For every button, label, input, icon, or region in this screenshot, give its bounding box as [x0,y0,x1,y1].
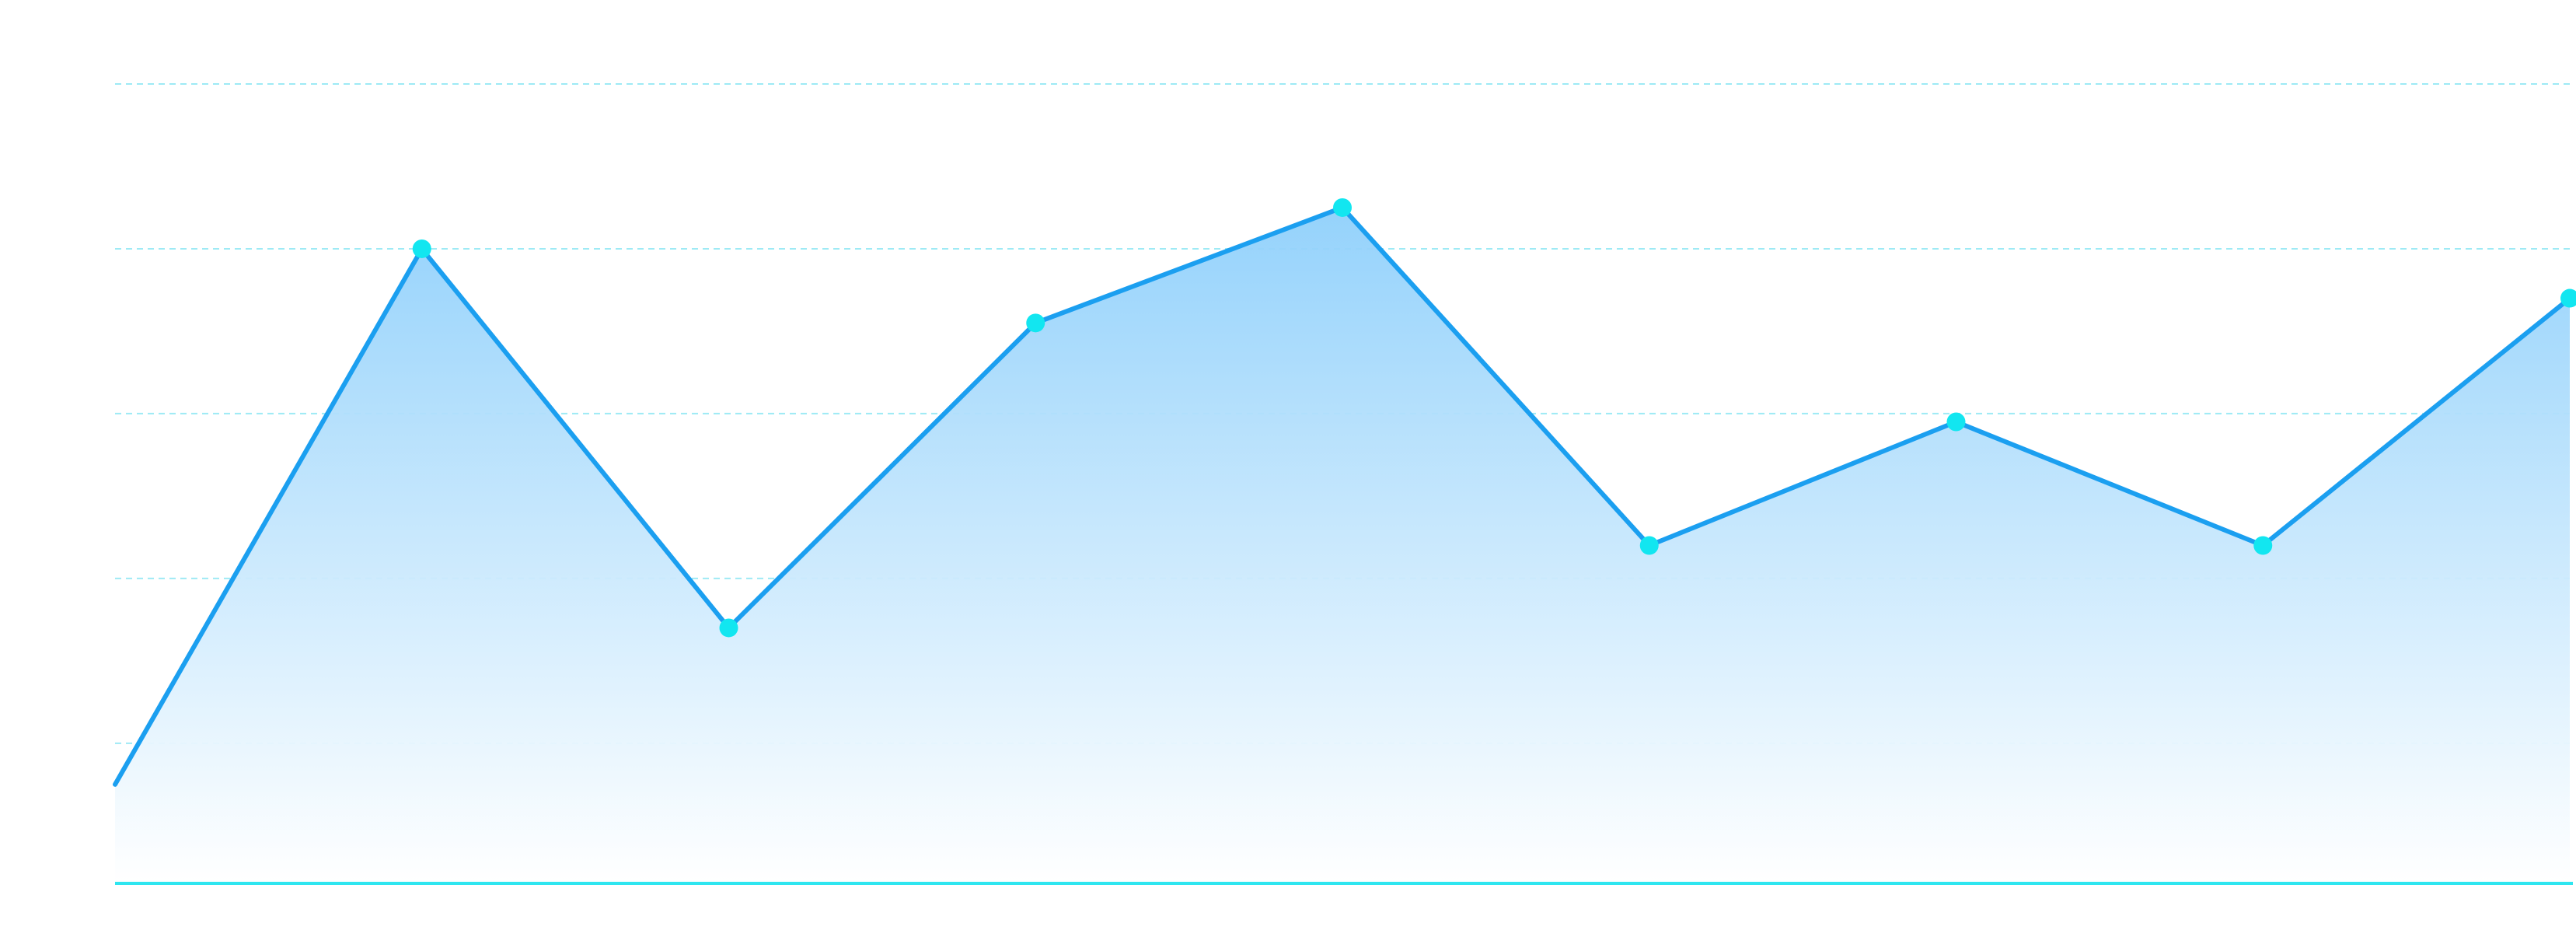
data-point-5[interactable] [1639,536,1659,555]
series-points [412,198,2576,638]
data-point-4[interactable] [1333,198,1352,217]
data-point-2[interactable] [719,618,738,638]
series-area-0 [115,207,2570,883]
data-point-6[interactable] [1946,412,1966,432]
data-point-3[interactable] [1026,313,1045,333]
series-area [115,207,2570,883]
data-point-7[interactable] [2253,536,2273,555]
data-point-8[interactable] [2560,288,2576,308]
data-point-1[interactable] [412,239,431,258]
